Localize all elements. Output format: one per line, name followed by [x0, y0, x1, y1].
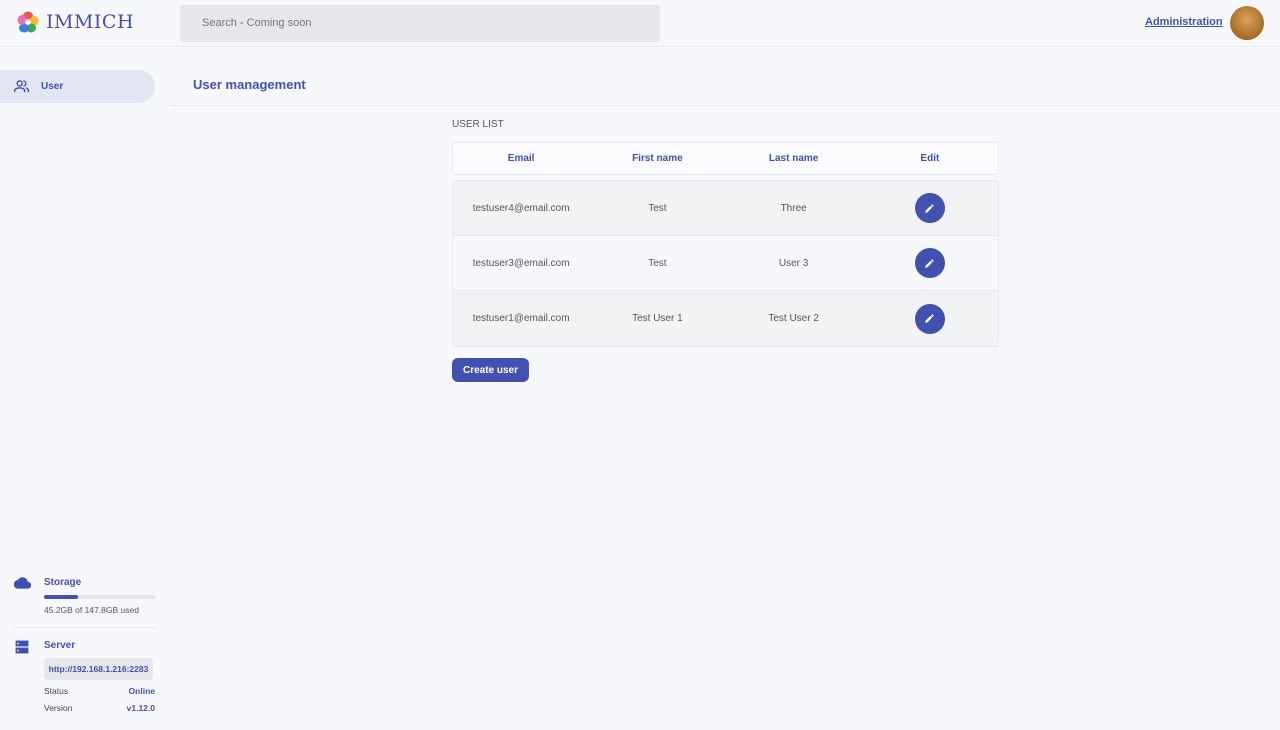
- email-cell: testuser3@email.com: [472, 257, 570, 269]
- last-name-cell: Test User 2: [768, 313, 819, 324]
- top-bar: IMMICH Administration: [0, 0, 1280, 47]
- user-table: testuser4@email.com Test Three testuser3…: [452, 180, 999, 347]
- server-title: Server: [44, 640, 76, 651]
- storage-usage-text: 45.2GB of 147.8GB used: [44, 605, 139, 615]
- app-name: IMMICH: [46, 11, 135, 33]
- column-header-edit: Edit: [920, 153, 940, 164]
- email-cell: testuser1@email.com: [472, 313, 570, 324]
- sidebar-item-user[interactable]: User: [0, 70, 155, 103]
- first-name-cell: Test: [648, 202, 667, 214]
- storage-title: Storage: [44, 577, 82, 588]
- server-status: Status Online: [44, 686, 155, 696]
- column-header-last-name: Last name: [768, 153, 819, 164]
- first-name-cell: Test User 1: [632, 313, 683, 324]
- pencil-icon: [925, 258, 934, 268]
- cloud-icon: [14, 577, 31, 589]
- last-name-cell: Three: [780, 202, 807, 214]
- pencil-icon: [925, 314, 934, 323]
- version-value: v1.12.0: [126, 703, 155, 713]
- search-input[interactable]: [180, 5, 660, 42]
- edit-user-button[interactable]: [914, 193, 945, 223]
- last-name-cell: User 3: [778, 257, 809, 269]
- table-row: testuser3@email.com Test User 3: [453, 236, 998, 291]
- storage-progress-bar: [44, 595, 155, 599]
- logo[interactable]: IMMICH: [16, 10, 134, 34]
- status-value: Online: [128, 686, 155, 696]
- server-icon: [15, 640, 29, 654]
- email-cell: testuser4@email.com: [472, 202, 570, 214]
- table-header: Email First name Last name Edit: [452, 142, 999, 175]
- storage-progress-fill: [44, 595, 78, 599]
- column-header-email: Email: [507, 153, 535, 164]
- sidebar-item-label: User: [41, 81, 64, 92]
- table-row: testuser1@email.com Test User 1 Test Use…: [453, 291, 998, 346]
- avatar[interactable]: [1230, 6, 1264, 40]
- pencil-icon: [925, 203, 934, 213]
- section-label: USER LIST: [452, 119, 504, 130]
- divider: [170, 105, 1280, 106]
- server-panel: Server http://192.168.1.216:2283 Status O…: [14, 638, 155, 718]
- version-label: Version: [44, 703, 73, 713]
- edit-user-button[interactable]: [914, 303, 945, 334]
- server-url: http://192.168.1.216:2283: [44, 658, 153, 680]
- users-icon: [14, 80, 29, 93]
- create-user-button[interactable]: Create user: [452, 358, 529, 382]
- administration-link[interactable]: Administration: [1145, 16, 1223, 28]
- page-title: User management: [193, 77, 306, 92]
- status-label: Status: [44, 686, 69, 696]
- edit-user-button[interactable]: [914, 248, 945, 278]
- table-row: testuser4@email.com Test Three: [453, 181, 998, 236]
- first-name-cell: Test: [648, 257, 667, 269]
- divider: [14, 627, 155, 628]
- immich-logo-icon: [17, 11, 39, 33]
- column-header-first-name: First name: [632, 153, 683, 164]
- server-version: Version v1.12.0: [44, 703, 155, 713]
